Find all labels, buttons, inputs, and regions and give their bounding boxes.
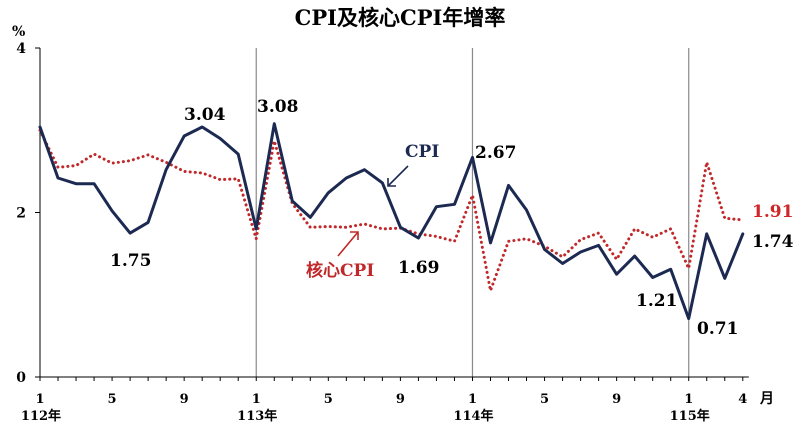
data-label-cpi-115-jan: 0.71 <box>697 319 738 339</box>
data-label-cpi-low-114: 1.21 <box>636 291 677 311</box>
y-tick-label-2: 4 <box>16 41 26 57</box>
core-cpi-series-label: 核心CPI <box>306 260 374 281</box>
y-ticks: 0 2 4 <box>16 41 40 386</box>
x-tick-label-0: 1 <box>35 392 44 407</box>
x-tick-label-9: 1 <box>684 392 693 407</box>
x-tick-label-3: 1 <box>252 392 261 407</box>
cpi-series-callout: CPI <box>387 142 439 187</box>
x-tick-label-1: 5 <box>108 392 117 407</box>
x-year-label-0: 112年 <box>21 408 61 424</box>
data-label-cpi-peak-112: 3.04 <box>184 105 226 125</box>
cpi-callout-arrowhead <box>387 178 396 187</box>
series-line-cpi <box>38 122 745 321</box>
core-cpi-series-callout: 核心CPI <box>306 231 374 281</box>
x-tick-label-5: 9 <box>396 392 405 407</box>
core-cpi-callout-arrow <box>337 231 359 257</box>
cpi-callout-arrow <box>387 165 409 187</box>
x-tick-label-7: 5 <box>540 392 549 407</box>
x-year-label-3: 113年 <box>237 408 277 424</box>
data-label-cpi-low-113: 1.69 <box>398 258 439 278</box>
x-year-label-6: 114年 <box>453 408 493 424</box>
x-tick-label-4: 5 <box>324 392 333 407</box>
x-tick-label-2: 9 <box>180 392 189 407</box>
chart-title: CPI及核心CPI年增率 <box>295 5 506 30</box>
y-tick-label-0: 0 <box>16 370 26 386</box>
series-line-core-cpi <box>38 128 745 293</box>
data-label-cpi-peak-113: 3.08 <box>257 97 298 117</box>
data-label-core-cpi-latest: 1.91 <box>752 202 793 222</box>
core-cpi-callout-arrowhead <box>350 231 359 240</box>
series-lines <box>38 122 745 321</box>
cpi-series-label: CPI <box>405 142 439 162</box>
data-label-cpi-114-jan: 2.67 <box>475 143 516 163</box>
y-tick-label-1: 2 <box>16 206 26 222</box>
year-separators <box>255 48 690 377</box>
x-tick-label-6: 1 <box>468 392 477 407</box>
x-year-label-9: 115年 <box>670 408 710 424</box>
x-tick-label-8: 9 <box>612 392 621 407</box>
data-label-cpi-latest: 1.74 <box>752 232 794 252</box>
x-tick-label-10: 4 <box>738 392 747 407</box>
data-labels: 3.04 1.75 3.08 1.69 2.67 1.21 0.71 1.74 … <box>110 97 794 339</box>
x-axis-unit: 月 <box>759 391 774 407</box>
y-axis-unit: % <box>12 24 25 40</box>
data-label-cpi-low-112: 1.75 <box>110 251 151 271</box>
